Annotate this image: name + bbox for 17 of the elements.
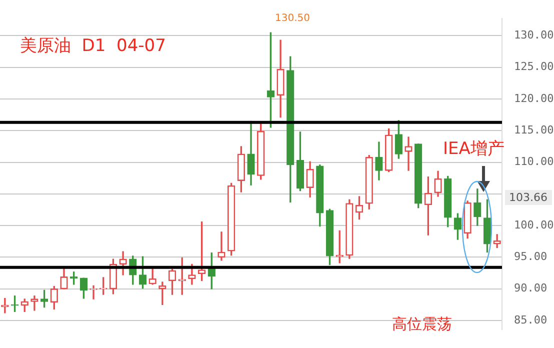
candlestick [1, 298, 9, 314]
y-tick-label: 115.00 [514, 124, 554, 136]
y-tick-label: 125.00 [514, 60, 554, 74]
candlestick [404, 136, 412, 171]
annotation: 130.50 [275, 13, 310, 24]
candlestick [218, 232, 226, 261]
annotation: IEA增产 [443, 139, 504, 159]
y-tick-label: 120.00 [514, 92, 554, 105]
text: 美原油 D1 04-07 [20, 36, 166, 56]
y-tick-label: 85.00 [514, 313, 548, 326]
y-tick-label: 95.00 [514, 250, 548, 264]
y-tick-label: 100.00 [514, 218, 554, 232]
annotation: 高位震荡 [392, 315, 452, 333]
y-tick-label: 130.00 [514, 28, 554, 42]
text: 103.66 [505, 190, 552, 205]
y-tick-label: 90.00 [514, 282, 548, 295]
y-tick-label: 110.00 [514, 155, 554, 168]
